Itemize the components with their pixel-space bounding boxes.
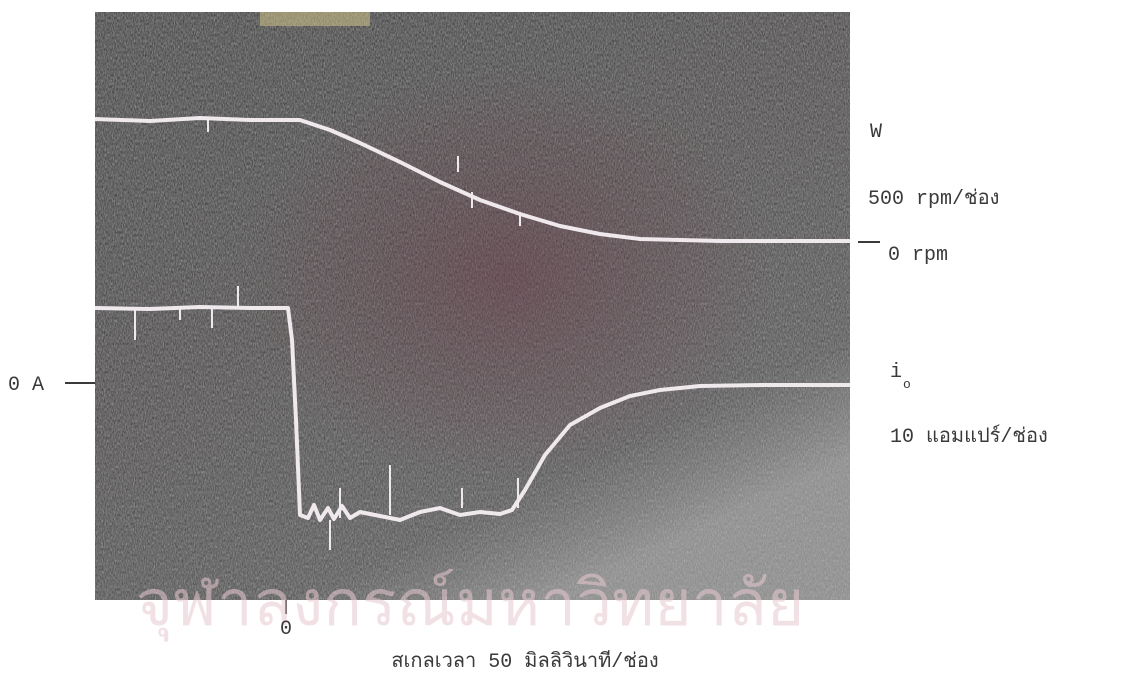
current-scale: 10 แอมแปร์/ช่อง bbox=[890, 424, 1048, 449]
speed-trace bbox=[94, 116, 850, 243]
current-trace bbox=[94, 305, 850, 522]
caption: สเกลเวลา 50 มิลลิวินาที/ช่อง bbox=[391, 650, 658, 674]
current-label: i bbox=[890, 361, 902, 384]
speed-zero: 0 rpm bbox=[888, 244, 948, 267]
speed-label: W bbox=[870, 121, 882, 144]
time-origin: 0 bbox=[280, 618, 292, 641]
current-zero: 0 A bbox=[8, 374, 44, 397]
logo-watermark bbox=[260, 12, 370, 26]
trace-spikes bbox=[134, 120, 521, 550]
watermark: จุฬาลงกรณ์มหาวิทยาลัย bbox=[136, 567, 805, 642]
current-subscript: o bbox=[903, 377, 911, 392]
speed-scale: 500 rpm/ช่อง bbox=[868, 188, 999, 211]
